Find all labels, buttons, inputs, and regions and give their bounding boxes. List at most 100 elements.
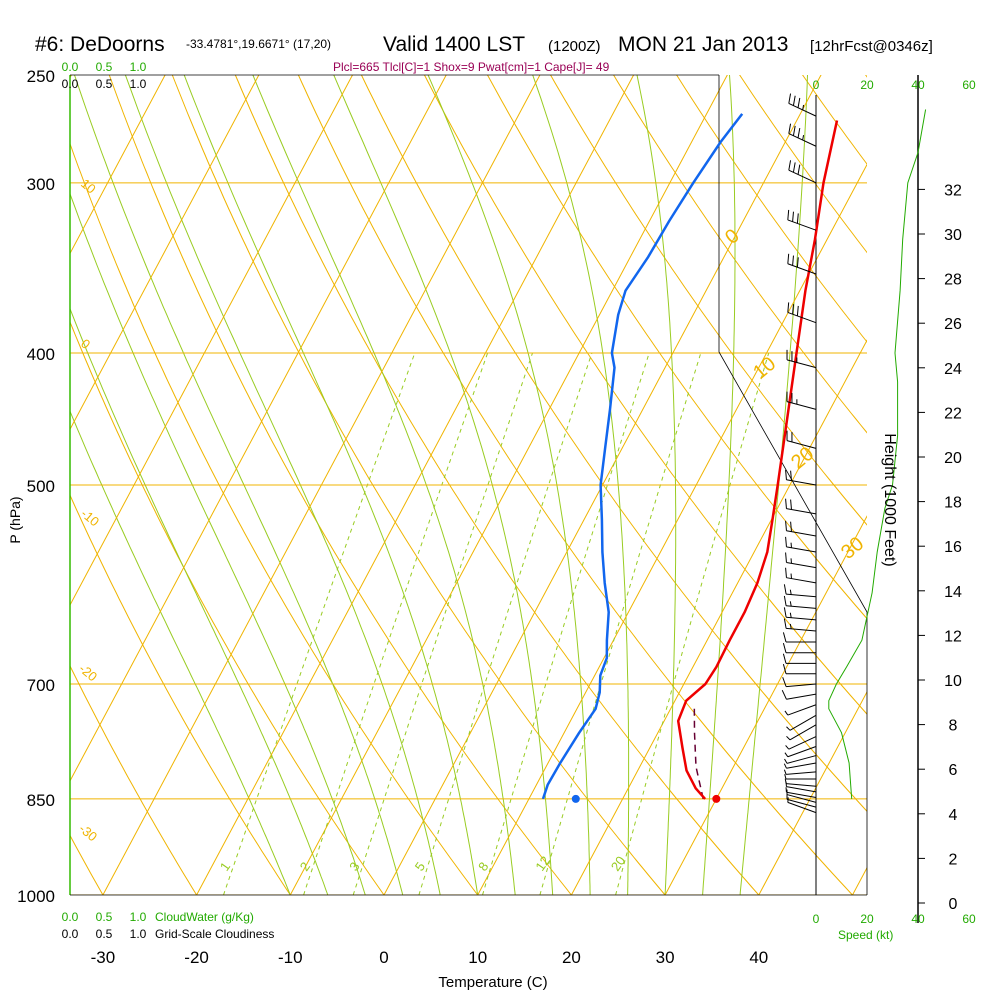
wind-barb <box>785 552 817 569</box>
dry-adiabat <box>549 75 867 526</box>
barb-flag <box>782 632 787 643</box>
mixing-ratio-label: 1 <box>217 859 233 874</box>
height-tick-label: 10 <box>944 673 962 690</box>
wind-barb <box>785 787 817 798</box>
barb-flag <box>788 160 792 171</box>
mixing-ratio-label: 2 <box>297 859 313 874</box>
barb-flag <box>785 536 787 547</box>
height-tick-label: 14 <box>944 584 962 601</box>
dry-adiabat <box>360 75 867 813</box>
height-tick-label: 2 <box>949 851 958 868</box>
cloudiness-tick-top: 0.0 <box>62 77 79 91</box>
pressure-tick-label: 400 <box>27 345 55 364</box>
barb-flag <box>781 690 787 700</box>
barb-flag <box>790 470 792 481</box>
barb-half-flag <box>802 135 805 141</box>
speed-tick-top: 0 <box>813 78 820 92</box>
barb-staff <box>786 783 817 787</box>
wind-barb <box>784 755 817 764</box>
moist-adiabat <box>70 307 329 895</box>
wind-barb <box>786 794 817 808</box>
barb-half-flag <box>789 589 792 595</box>
mixing-ratio-line <box>615 352 770 895</box>
wind-barbs <box>781 93 817 814</box>
cloudwater-tick-top: 1.0 <box>130 60 147 74</box>
isotherm <box>70 75 447 782</box>
barb-flag <box>785 469 787 480</box>
cloudiness-tick-bottom: 1.0 <box>130 927 147 941</box>
wind-barb <box>788 93 817 117</box>
dry-adiabat <box>865 75 867 78</box>
temperature-line <box>676 120 839 800</box>
barb-half-flag <box>784 758 788 764</box>
temperature-tick-label: 20 <box>562 948 581 967</box>
barb-staff <box>786 616 817 621</box>
moist-adiabat <box>427 75 591 895</box>
barb-staff <box>786 508 817 515</box>
barb-flag <box>790 499 792 510</box>
moist-adiabat <box>739 75 809 895</box>
wind-barb <box>785 736 817 750</box>
barb-half-flag <box>789 601 792 607</box>
cloud-ticks: 0.0 0.0 0.5 0.5 1.0 1.0 0.0 0.0 0.5 0.5 1.0 1.0 <box>62 60 147 941</box>
temperature-tick-label: -10 <box>278 948 303 967</box>
mixing-ratio-lines <box>223 352 770 895</box>
isotherm <box>852 866 867 895</box>
speed-tick-bottom: 60 <box>962 912 976 926</box>
cloudwater-tick-top: 0.0 <box>62 60 79 74</box>
barb-flag <box>796 257 799 268</box>
barb-flag <box>792 95 796 106</box>
wind-barb <box>787 797 817 814</box>
wind-barb <box>785 469 817 486</box>
wind-barb <box>785 498 817 515</box>
wind-barb <box>783 618 817 632</box>
dry-adiabat <box>70 142 479 895</box>
speed-tick-top: 60 <box>962 78 976 92</box>
speed-tick-top: 20 <box>860 78 874 92</box>
barb-flag <box>785 567 787 578</box>
speed-tick-top: 40 <box>911 78 925 92</box>
pressure-ticks: 250 300 400 500 700 850 1000 <box>17 67 55 906</box>
temperature-ticks: -30 -20 -10 0 10 20 30 40 <box>91 948 769 967</box>
height-tick-label: 6 <box>949 762 958 779</box>
barb-staff <box>788 736 817 750</box>
dry-adiabat-label: -20 <box>76 661 100 685</box>
barb-flag <box>788 93 792 104</box>
station-title: #6: DeDoorns <box>35 33 165 56</box>
barb-staff <box>789 714 817 731</box>
moist-adiabat <box>636 75 677 895</box>
barb-half-flag <box>785 745 790 750</box>
wind-barb <box>785 536 817 553</box>
dry-adiabat-label: 0 <box>78 336 93 352</box>
barb-flag <box>785 520 787 531</box>
height-axis-label: Height (1000 Feet) <box>881 433 898 566</box>
dry-adiabat-label: 10 <box>78 176 99 197</box>
wind-speed-curve <box>828 109 927 799</box>
barb-flag <box>796 213 799 224</box>
cloudiness-tick-top: 0.5 <box>96 77 113 91</box>
moist-adiabats <box>70 75 809 895</box>
pressure-tick-label: 1000 <box>17 887 55 906</box>
height-tick-label: 26 <box>944 316 962 333</box>
wind-barb <box>781 690 817 700</box>
barb-staff <box>786 593 817 598</box>
cloudwater-tick-top: 0.5 <box>96 60 113 74</box>
forecast-info: [12hrFcst@0346z] <box>810 38 933 55</box>
barb-flag <box>797 164 801 175</box>
wind-barb <box>787 302 817 324</box>
isotherms <box>70 75 867 895</box>
dry-adiabat <box>676 75 867 343</box>
wind-barb <box>786 349 817 369</box>
wind-barb <box>786 714 817 731</box>
isotherm <box>477 163 867 895</box>
barb-staff <box>787 704 817 716</box>
barb-flag <box>797 127 801 138</box>
moist-adiabat <box>73 75 404 895</box>
height-curve <box>828 109 927 799</box>
barb-staff <box>786 546 817 553</box>
mixing-ratio-line <box>482 352 650 895</box>
wind-barb <box>783 607 817 621</box>
wind-barb <box>784 704 817 716</box>
barb-staff <box>786 577 817 584</box>
